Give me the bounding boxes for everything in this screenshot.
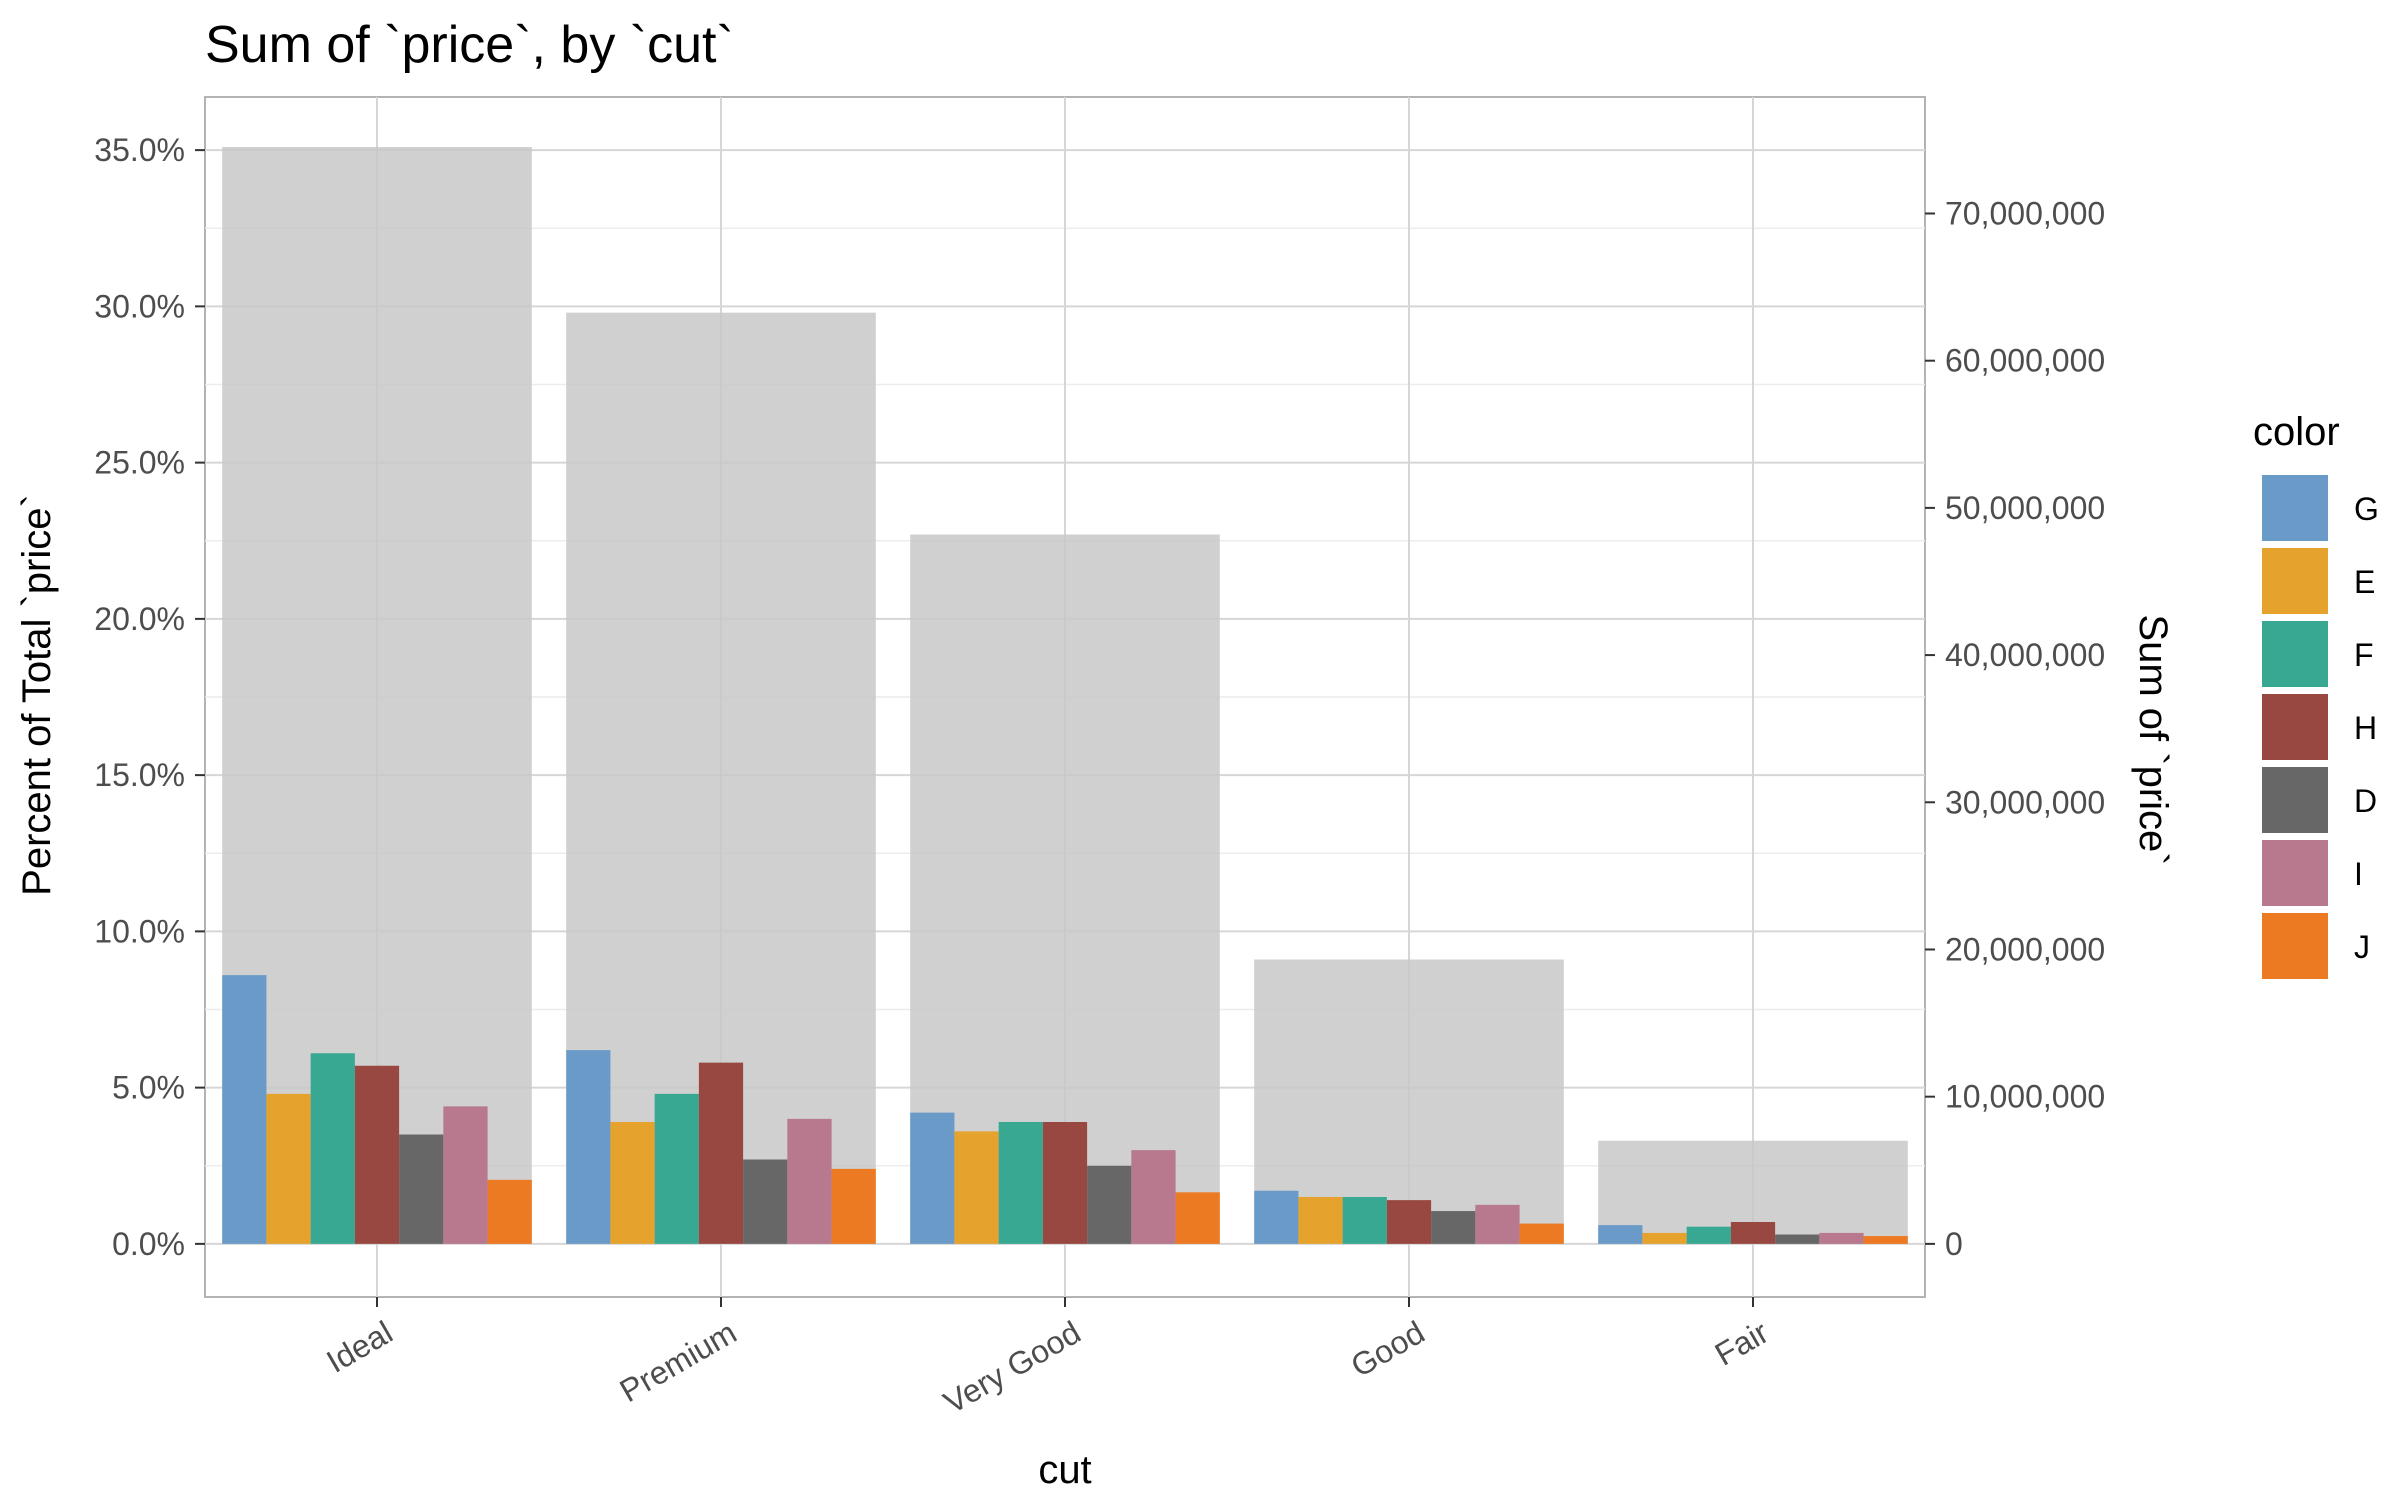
bar-g-fair [1598,1225,1643,1244]
legend-label-e: E [2354,564,2375,600]
x-tick-label: Ideal [320,1314,398,1380]
legend-label-i: I [2354,856,2363,892]
y2-axis-title: Sum of `price` [2131,614,2175,865]
bar-j-ideal [487,1179,532,1244]
bar-g-ideal [222,975,267,1244]
bar-d-good [1431,1211,1476,1244]
legend: G E F H D I J [2262,475,2379,979]
chart-title: Sum of `price`, by `cut` [205,16,734,74]
bar-i-ideal [443,1106,488,1244]
x-tick-label: Good [1345,1314,1431,1384]
bar-e-premium [610,1122,655,1244]
y2-tick-label: 0 [1945,1226,1963,1262]
total-bars [222,147,1908,1244]
legend-title: color [2253,410,2340,454]
bar-f-good [1342,1197,1387,1244]
bar-f-ideal [310,1053,355,1244]
legend-key-i [2262,840,2328,906]
y2-tick-label: 60,000,000 [1945,343,2105,379]
bar-d-premium [743,1159,788,1244]
bar-h-premium [698,1062,744,1244]
bar-g-very-good [910,1112,955,1244]
y-axis-title: Percent of Total `price` [15,494,59,896]
legend-label-g: G [2354,491,2379,527]
y2-tick-label: 40,000,000 [1945,637,2105,673]
legend-key-g [2262,475,2328,541]
bar-j-good [1519,1223,1564,1244]
legend-label-h: H [2354,710,2377,746]
y-axis-right-ticks: 0 10,000,000 20,000,000 30,000,000 40,000,00… [1925,195,2105,1262]
bar-f-premium [654,1093,699,1244]
y-tick-label: 0.0% [112,1226,185,1262]
y-tick-label: 5.0% [112,1070,185,1106]
bar-g-good [1254,1190,1299,1244]
bar-i-very-good [1131,1150,1176,1244]
bar-f-very-good [998,1122,1043,1244]
y2-tick-label: 50,000,000 [1945,490,2105,526]
bar-j-fair [1863,1236,1908,1244]
y2-tick-label: 30,000,000 [1945,784,2105,820]
x-tick-label: Very Good [938,1314,1087,1421]
bar-d-ideal [399,1134,444,1244]
bar-j-premium [831,1168,876,1244]
total-bar-good [1254,959,1564,1244]
legend-key-j [2262,913,2328,979]
bar-j-very-good [1175,1192,1220,1244]
y-tick-label: 15.0% [94,757,185,793]
bar-h-good [1386,1200,1432,1244]
legend-key-f [2262,621,2328,687]
bar-e-very-good [954,1131,999,1244]
bar-h-fair [1730,1222,1776,1244]
y-tick-label: 25.0% [94,445,185,481]
legend-label-f: F [2354,637,2374,673]
y-tick-label: 20.0% [94,601,185,637]
series-bars [222,975,1908,1244]
legend-key-d [2262,767,2328,833]
y-tick-label: 10.0% [94,913,185,949]
y2-tick-label: 10,000,000 [1945,1079,2105,1115]
y2-tick-label: 20,000,000 [1945,931,2105,967]
legend-label-j: J [2354,929,2370,965]
legend-key-h [2262,694,2328,760]
y-axis-left-ticks: 0.0% 5.0% 10.0% 15.0% 20.0% 25.0% 30.0% 35.0% [94,132,205,1262]
bar-e-fair [1642,1232,1687,1244]
x-tick-label: Fair [1709,1314,1775,1373]
y-tick-label: 35.0% [94,132,185,168]
bar-d-fair [1775,1234,1820,1244]
x-axis-ticks: Ideal Premium Very Good Good Fair [320,1297,1775,1421]
legend-label-d: D [2354,783,2377,819]
bar-i-fair [1819,1232,1864,1244]
bar-g-premium [566,1050,611,1244]
bar-d-very-good [1087,1165,1132,1244]
legend-key-e [2262,548,2328,614]
x-axis-title: cut [1038,1448,1091,1492]
x-tick-label: Premium [614,1314,743,1409]
bar-e-good [1298,1197,1343,1244]
bar-f-fair [1686,1226,1731,1244]
y2-tick-label: 70,000,000 [1945,195,2105,231]
bar-e-ideal [266,1093,311,1244]
bar-i-premium [787,1118,832,1244]
bar-h-very-good [1042,1122,1088,1244]
total-bar-ideal [222,147,532,1244]
bar-i-good [1475,1204,1520,1244]
y-tick-label: 30.0% [94,288,185,324]
bar-h-ideal [354,1065,400,1244]
